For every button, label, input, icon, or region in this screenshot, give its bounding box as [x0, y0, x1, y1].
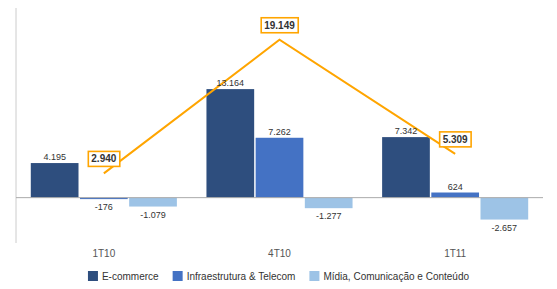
bar-label: 13.164 — [217, 78, 245, 88]
line-label: 19.149 — [264, 20, 295, 31]
legend: E-commerce Infraestrutura & Telecom Mídia,… — [88, 271, 470, 282]
bar-label: 624 — [448, 182, 463, 192]
bar — [382, 137, 430, 198]
legend-item: Infraestrutura & Telecom — [173, 271, 296, 282]
bar — [31, 163, 79, 198]
bar-label: 4.195 — [43, 152, 66, 162]
bar — [431, 193, 479, 198]
line-label-box — [261, 18, 298, 33]
x-tick-label: 4T10 — [268, 248, 291, 259]
chart: 4.195 13.164 7.342 -176 7.262 624 -1.079 -1.277… — [0, 0, 557, 289]
legend-item: E-commerce — [88, 271, 159, 282]
x-tick-label: 1T10 — [92, 248, 115, 259]
y-axis-line — [16, 8, 17, 243]
legend-label: Infraestrutura & Telecom — [187, 271, 296, 282]
bar-label: 7.262 — [268, 127, 291, 137]
bar-label: -1.079 — [140, 210, 166, 220]
legend-swatch — [309, 271, 319, 281]
line — [104, 40, 455, 174]
legend-swatch — [88, 271, 98, 281]
line-label-box — [440, 132, 471, 147]
line-label: 2.940 — [91, 153, 116, 164]
line-label: 5.309 — [443, 134, 468, 145]
bar-label: 7.342 — [395, 126, 418, 136]
line-label-box — [88, 151, 119, 166]
plot-area — [31, 40, 528, 220]
bar-label: -176 — [95, 202, 113, 212]
labels: 4.195 13.164 7.342 -176 7.262 624 -1.079 -1.277… — [43, 18, 517, 233]
bar-label: -2.657 — [492, 223, 518, 233]
zero-line — [16, 197, 543, 198]
legend-item: Mídia, Comunicação e Conteúdo — [309, 271, 469, 282]
legend-label: E-commerce — [102, 271, 159, 282]
legend-label: Mídia, Comunicação e Conteúdo — [323, 271, 469, 282]
bar — [206, 89, 254, 198]
bar — [305, 198, 353, 209]
bar — [256, 138, 304, 198]
bar — [129, 198, 177, 207]
legend-swatch — [173, 271, 183, 281]
bar-label: -1.277 — [316, 211, 342, 221]
x-tick-label: 1T11 — [444, 248, 466, 259]
bar — [480, 198, 528, 220]
